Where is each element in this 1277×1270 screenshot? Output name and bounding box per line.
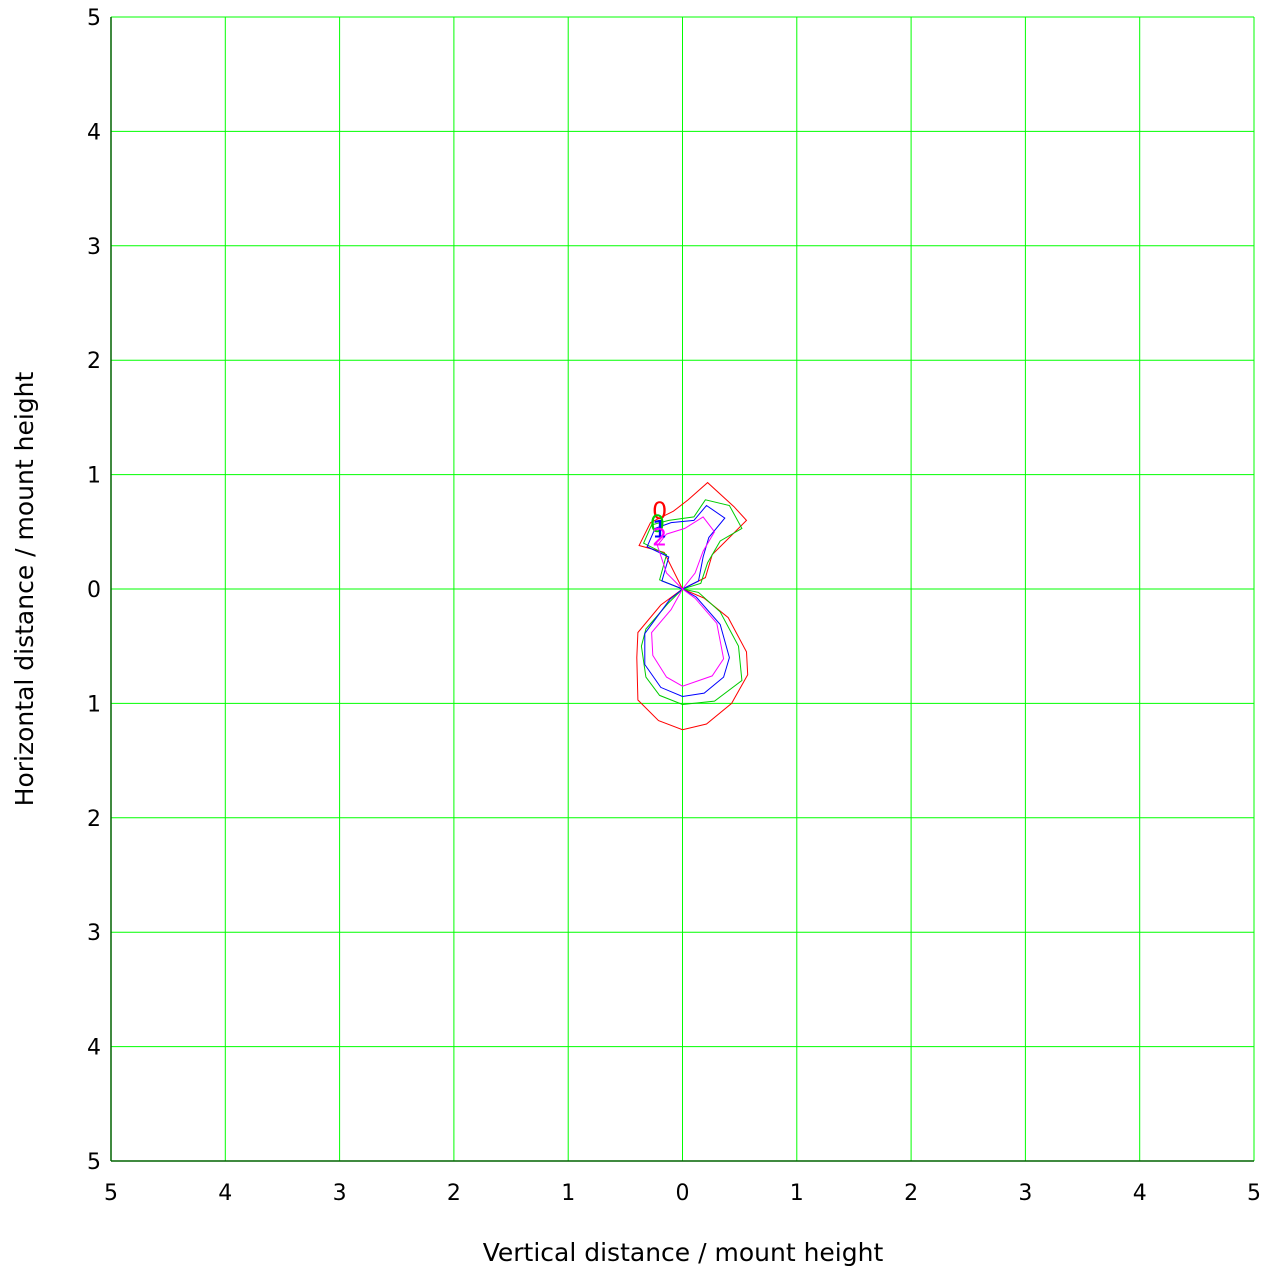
y-tick-label-4: 1 bbox=[87, 464, 101, 489]
x-axis-label: Vertical distance / mount height bbox=[483, 1238, 884, 1267]
y-tick-label-8: 3 bbox=[87, 921, 101, 946]
y-tick-label-10: 5 bbox=[87, 1150, 101, 1175]
contour-line-2 bbox=[644, 504, 730, 698]
y-axis-label: Horizontal distance / mount height bbox=[10, 371, 39, 806]
y-tick-label-7: 2 bbox=[87, 807, 101, 832]
x-tick-label-1: 4 bbox=[218, 1181, 232, 1206]
x-tick-label-9: 4 bbox=[1133, 1181, 1147, 1206]
contour-label-3: 2 bbox=[652, 524, 667, 552]
contour-line-1 bbox=[640, 499, 743, 706]
y-tick-label-6: 1 bbox=[87, 692, 101, 717]
x-tick-label-4: 1 bbox=[561, 1181, 575, 1206]
contour-line-0 bbox=[636, 481, 749, 731]
contour-line-3 bbox=[651, 516, 725, 687]
contour-label-0: 0 bbox=[652, 497, 667, 525]
y-tick-label-9: 4 bbox=[87, 1036, 101, 1061]
contour-series bbox=[636, 481, 749, 731]
y-tick-label-5: 0 bbox=[87, 578, 101, 603]
y-tick-label-2: 3 bbox=[87, 235, 101, 260]
x-tick-label-3: 2 bbox=[447, 1181, 461, 1206]
x-tick-label-6: 1 bbox=[790, 1181, 804, 1206]
x-tick-label-5: 0 bbox=[676, 1181, 690, 1206]
contour-label-1: 0 bbox=[650, 510, 665, 538]
y-tick-label-3: 2 bbox=[87, 349, 101, 374]
y-tick-label-1: 4 bbox=[87, 120, 101, 145]
x-tick-label-2: 3 bbox=[333, 1181, 347, 1206]
contour-label-2: 1 bbox=[652, 516, 667, 544]
x-tick-label-10: 5 bbox=[1247, 1181, 1261, 1206]
y-tick-label-0: 5 bbox=[87, 6, 101, 31]
x-tick-label-7: 2 bbox=[904, 1181, 918, 1206]
x-tick-label-0: 5 bbox=[104, 1181, 118, 1206]
x-tick-label-8: 3 bbox=[1018, 1181, 1032, 1206]
